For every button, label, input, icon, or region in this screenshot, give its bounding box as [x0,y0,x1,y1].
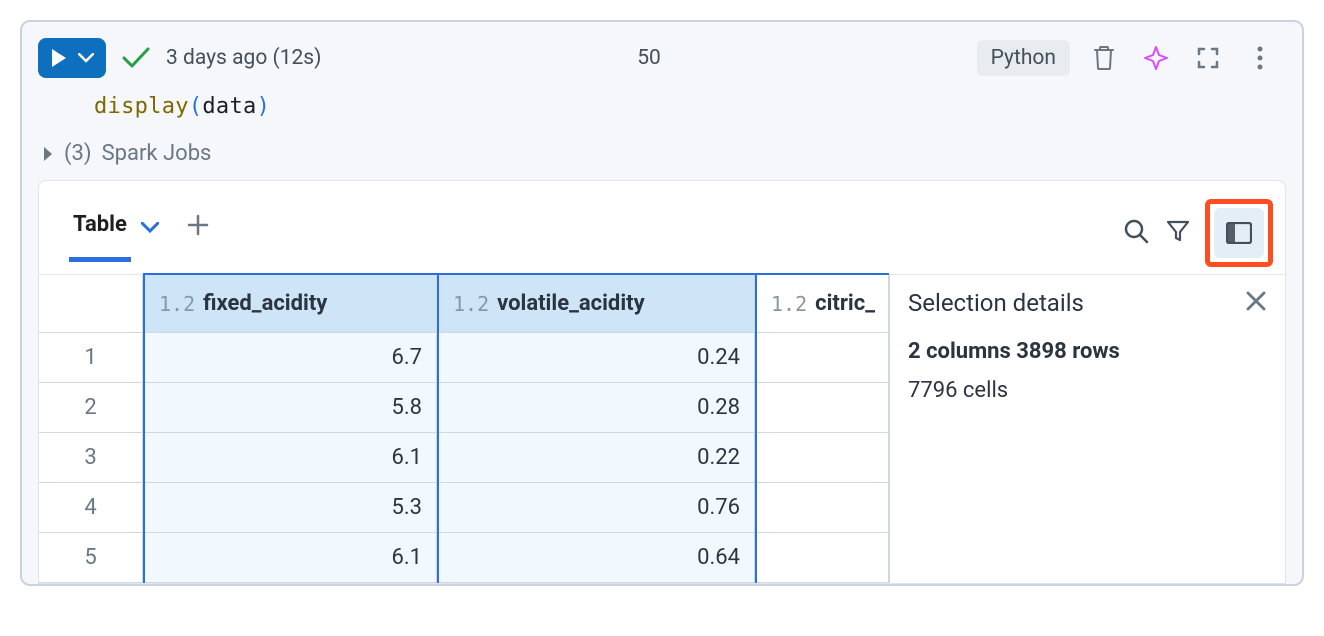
spark-jobs-count: (3) [64,141,92,166]
play-icon [50,48,68,68]
selection-panel-title: Selection details [908,289,1084,317]
more-icon[interactable] [1242,40,1278,76]
side-panel-toggle[interactable] [1214,208,1264,258]
column-type-tag: 1.2 [453,292,489,316]
table-cell[interactable]: 0.24 [439,333,755,383]
run-button[interactable] [38,38,106,78]
code-content[interactable]: display(data) [22,86,1302,137]
search-icon[interactable] [1115,210,1157,252]
table-cell[interactable]: 6.7 [145,333,437,383]
row-number-column: 1 2 3 4 5 [39,275,143,583]
notebook-cell: 3 days ago (12s) 50 Python display(data)… [20,20,1304,586]
tab-table[interactable]: Table [69,212,131,262]
check-icon [122,47,150,69]
selection-summary: 2 columns 3898 rows [908,339,1267,364]
cell-line-number: 50 [337,46,960,70]
caret-right-icon [42,146,54,162]
table-cell[interactable]: 0.22 [439,433,755,483]
table-cell[interactable]: 5.3 [145,483,437,533]
close-icon[interactable] [1245,290,1267,316]
code-function: display [94,94,189,119]
column-type-tag: 1.2 [771,292,807,316]
code-arg: data [202,94,256,119]
column-type-tag: 1.2 [159,292,195,316]
side-panel-toggle-highlight [1205,199,1273,267]
tabs-row: Table [39,181,1285,275]
cell-toolbar: 3 days ago (12s) 50 Python [22,22,1302,86]
table-cell[interactable]: 0.76 [439,483,755,533]
run-status-text: 3 days ago (12s) [166,46,321,70]
output-panel: Table [38,180,1286,584]
spark-jobs-label: Spark Jobs [102,141,212,166]
row-number[interactable]: 2 [39,383,143,433]
spark-jobs-toggle[interactable]: (3) Spark Jobs [22,137,1302,180]
output-body: 1 2 3 4 5 1.2 fixed_acidity 6.7 5.8 6.1 … [39,275,1285,583]
row-number[interactable]: 3 [39,433,143,483]
row-number[interactable]: 5 [39,533,143,583]
chevron-down-icon[interactable] [78,53,94,63]
column-header[interactable]: 1.2 fixed_acidity [145,275,437,333]
row-number-header [39,275,143,333]
column-name: volatile_acidity [497,291,645,316]
column-citric: 1.2 citric_ [757,273,889,583]
table-cell[interactable] [757,333,889,383]
column-name: fixed_acidity [203,291,327,316]
table-cell[interactable] [757,533,889,583]
row-number[interactable]: 1 [39,333,143,383]
table-cell[interactable]: 0.28 [439,383,755,433]
column-name: citric_ [815,291,875,316]
table-cell[interactable]: 5.8 [145,383,437,433]
data-table: 1 2 3 4 5 1.2 fixed_acidity 6.7 5.8 6.1 … [39,275,890,583]
trash-icon[interactable] [1086,40,1122,76]
column-volatile-acidity: 1.2 volatile_acidity 0.24 0.28 0.22 0.76… [437,273,757,583]
column-header[interactable]: 1.2 citric_ [757,275,889,333]
tab-dropdown[interactable] [141,218,159,257]
table-cell[interactable]: 6.1 [145,433,437,483]
language-badge[interactable]: Python [977,40,1070,76]
table-cell[interactable]: 6.1 [145,533,437,583]
selection-cells: 7796 cells [908,378,1267,403]
column-fixed-acidity: 1.2 fixed_acidity 6.7 5.8 6.1 5.3 6.1 [143,273,437,583]
table-cell[interactable]: 0.64 [439,533,755,583]
column-header[interactable]: 1.2 volatile_acidity [439,275,755,333]
expand-icon[interactable] [1190,40,1226,76]
row-number[interactable]: 4 [39,483,143,533]
selection-details-panel: Selection details 2 columns 3898 rows 77… [890,275,1285,583]
sparkle-icon[interactable] [1138,40,1174,76]
add-tab-button[interactable] [187,214,209,260]
table-cell[interactable] [757,383,889,433]
table-cell[interactable] [757,433,889,483]
filter-icon[interactable] [1157,210,1199,252]
table-cell[interactable] [757,483,889,533]
